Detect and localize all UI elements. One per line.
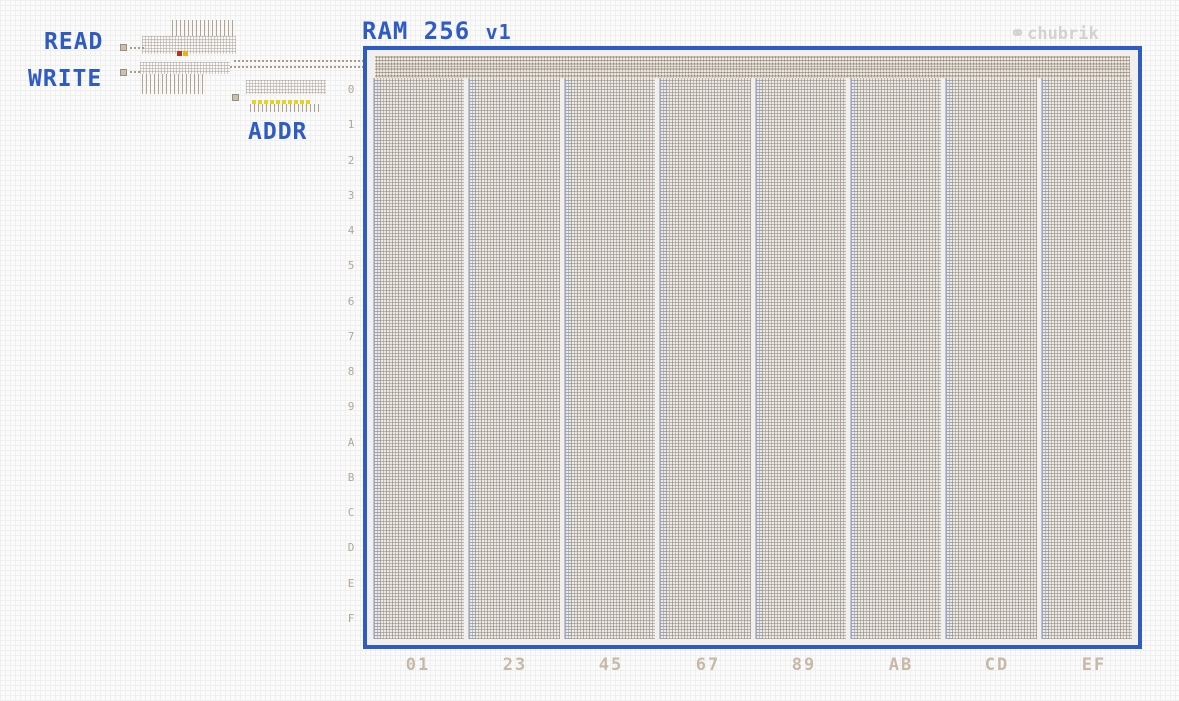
row-label: 0 bbox=[347, 83, 355, 96]
read-active-bit bbox=[177, 51, 182, 56]
row-labels: 0 1 2 3 4 5 6 7 8 9 A B C D E F bbox=[344, 84, 358, 624]
read-input-pin[interactable] bbox=[120, 44, 127, 51]
memory-column bbox=[945, 78, 1037, 639]
row-label: B bbox=[347, 470, 355, 484]
row-label: D bbox=[347, 541, 355, 555]
address-input-bits[interactable] bbox=[252, 100, 312, 104]
read-wire bbox=[130, 47, 144, 49]
row-label: C bbox=[347, 506, 355, 520]
row-label: 6 bbox=[347, 294, 355, 308]
brand: ⚭ chubrik bbox=[1010, 23, 1099, 44]
memory-column bbox=[563, 78, 656, 639]
control-bus-wire-2 bbox=[230, 66, 370, 68]
write-output-wires bbox=[142, 74, 204, 94]
row-label: 2 bbox=[347, 153, 355, 167]
write-input-pin[interactable] bbox=[120, 69, 127, 76]
memory-column bbox=[373, 78, 465, 639]
memory-column bbox=[659, 78, 751, 639]
row-label: 3 bbox=[347, 188, 355, 202]
github-icon: ⚭ bbox=[1010, 23, 1026, 44]
ram-title: RAM 256 v1 bbox=[362, 19, 512, 43]
memory-column bbox=[754, 78, 846, 639]
addr-input-pin[interactable] bbox=[232, 94, 239, 101]
row-label: E bbox=[347, 576, 355, 590]
addr-label: ADDR bbox=[248, 119, 308, 145]
column-label: CD bbox=[984, 655, 1010, 675]
write-wire bbox=[130, 71, 142, 73]
row-label: 1 bbox=[347, 118, 355, 132]
row-label: 5 bbox=[347, 259, 355, 273]
row-label: 4 bbox=[347, 224, 355, 238]
read-output-wires bbox=[172, 20, 234, 36]
write-gate-array bbox=[140, 62, 230, 74]
ram-control-bus bbox=[375, 56, 1130, 78]
row-label: 7 bbox=[347, 329, 355, 343]
column-label: AB bbox=[888, 655, 914, 675]
ram-frame bbox=[363, 46, 1142, 649]
control-bus-wire bbox=[234, 60, 374, 62]
column-label: EF bbox=[1081, 655, 1107, 675]
row-label: F bbox=[347, 611, 355, 625]
column-label: 01 bbox=[405, 655, 431, 675]
read-label: READ bbox=[44, 29, 104, 55]
read-signal-bit bbox=[183, 51, 188, 56]
address-decoder bbox=[246, 80, 326, 94]
address-input-wires bbox=[250, 104, 322, 112]
ram-columns bbox=[373, 78, 1132, 639]
row-label: A bbox=[347, 435, 355, 449]
memory-column bbox=[1040, 78, 1132, 639]
row-label: 9 bbox=[347, 400, 355, 414]
read-gate-array bbox=[142, 36, 236, 54]
column-label: 67 bbox=[695, 655, 721, 675]
memory-column bbox=[849, 78, 942, 639]
row-label: 8 bbox=[347, 365, 355, 379]
ram-title-text: RAM 256 bbox=[362, 17, 471, 45]
write-label: WRITE bbox=[28, 66, 103, 92]
column-label: 89 bbox=[791, 655, 817, 675]
ram-version: v1 bbox=[485, 20, 512, 44]
memory-column bbox=[468, 78, 560, 639]
column-label: 23 bbox=[502, 655, 528, 675]
brand-name: chubrik bbox=[1027, 24, 1099, 44]
column-label: 45 bbox=[598, 655, 624, 675]
